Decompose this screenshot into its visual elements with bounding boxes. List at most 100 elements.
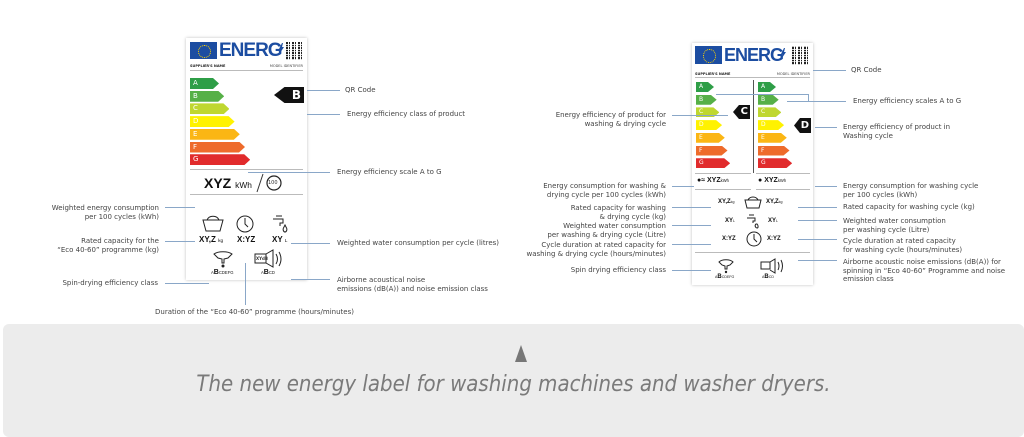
divider (695, 189, 751, 190)
leader-line (291, 279, 330, 280)
annotation-duration-wash: Cycle duration at rated capacity for wash… (843, 237, 963, 254)
duration-wash-dry: X:YZ (722, 236, 736, 242)
annotation-noise: Airborne acoustic noise emissions (dB(A)… (843, 258, 1006, 283)
duration-value: X:YZ (237, 235, 256, 244)
energy-class-arrow: B (274, 87, 304, 103)
leader-line (307, 90, 340, 91)
lightning-icon (279, 43, 284, 53)
leader-line (798, 220, 837, 221)
energy-bar-f: F (696, 146, 728, 156)
eu-flag-icon (695, 46, 722, 64)
divider (695, 252, 810, 253)
energy-bar-c: C (758, 107, 781, 117)
energy-bar-e: E (190, 129, 240, 140)
leader-line (716, 94, 808, 95)
laundry-basket-icon (744, 196, 762, 209)
leader-line (248, 172, 330, 173)
leader-line (672, 186, 694, 187)
leader-line (815, 186, 837, 187)
annotation-water-wash: Weighted water consumption per washing cy… (843, 217, 946, 234)
leader-line (291, 243, 330, 244)
noise-speaker-icon (254, 249, 282, 268)
supplier-name: SUPPLIER'S NAME (190, 64, 226, 68)
leader-line (165, 283, 209, 284)
model-identifier: MODEL IDENTIFIER (269, 64, 303, 68)
caption-box: The new energy label for washing machine… (3, 324, 1024, 437)
clock-icon (746, 231, 762, 247)
annotation-qr-code: QR Code (345, 86, 376, 94)
capacity-value: XY,Z kg (199, 235, 224, 244)
annotation-class-wash-dry: Energy efficiency of product for washing … (555, 111, 666, 128)
energy-bar-b: B (190, 91, 224, 102)
leader-line (815, 127, 837, 128)
energy-bar-g: G (190, 154, 250, 165)
energy-consumption-value: XYZ kWh (204, 175, 252, 191)
divider (756, 189, 810, 190)
leader-line (672, 270, 711, 271)
annotation-qr-code: QR Code (851, 66, 882, 74)
annotation-energy-consumption: Weighted energy consumption per 100 cycle… (51, 204, 159, 221)
annotation-noise: Airborne acoustical noise emissions (dB(A… (337, 276, 488, 293)
capacity-wash: XY,Zkg (766, 199, 783, 205)
spin-class: ABCDEFG (211, 269, 234, 276)
washer-dryer-energy-label: ENERG SUPPLIER'S NAME MODEL IDENTIFIER A… (692, 43, 813, 285)
noise-class: ABCD (261, 269, 275, 276)
qr-code (792, 46, 810, 65)
annotation-capacity-wash: Rated capacity for washing cycle (kg) (843, 203, 975, 211)
energy-value-wash-dry: ●≈ XYZkWh (697, 177, 730, 184)
clock-icon (236, 215, 254, 233)
energy-class-arrow-wash: D (794, 118, 811, 133)
scale-divider (753, 80, 754, 173)
water-tap-icon (273, 215, 288, 233)
annotation-energy-wash: Energy consumption for washing cycle per … (843, 182, 979, 199)
energy-bar-d: D (696, 120, 722, 130)
duration-wash: X:YZ (767, 236, 781, 242)
water-tap-icon (747, 214, 759, 229)
annotation-duration-wash-dry: Cycle duration at rated capacity for wash… (526, 241, 667, 258)
annotation-duration: Duration of the “Eco 40-60” programme (h… (155, 308, 354, 316)
eu-flag-icon (190, 42, 217, 59)
divider (190, 194, 303, 195)
energy-logo: ENERG (219, 40, 283, 61)
divider (190, 169, 303, 170)
energy-bar-b: B (696, 95, 717, 105)
divider (695, 77, 810, 78)
energy-bar-d: D (758, 120, 784, 130)
slash-divider (256, 173, 264, 193)
leader-line (808, 94, 809, 101)
cycles-count: 100 (268, 180, 278, 186)
energy-class-arrow-wash-dry: C (733, 105, 750, 119)
annotation-spin-drying: Spin-drying efficiency class (62, 279, 158, 287)
leader-line (787, 101, 846, 102)
annotation-water-wash-dry: Weighted water consumption per washing & … (547, 222, 666, 239)
annotation-spin-drying: Spin drying efficiency class (570, 266, 666, 274)
leader-line (165, 207, 195, 208)
energy-bar-e: E (758, 133, 787, 143)
leader-line (798, 239, 837, 240)
energy-bar-a: A (190, 78, 219, 89)
leader-line (672, 244, 711, 245)
energy-bar-a: A (758, 82, 776, 92)
energy-bar-d: D (190, 116, 235, 127)
annotation-capacity-wash-dry: Rated capacity for washing & drying cycle… (570, 204, 666, 221)
energy-bar-a: A (696, 82, 714, 92)
divider (190, 70, 303, 71)
leader-line (672, 225, 711, 226)
spin-drying-icon (718, 259, 734, 274)
energy-bar-c: C (696, 107, 719, 117)
laundry-basket-icon (202, 215, 224, 232)
divider (756, 173, 810, 174)
spin-drying-icon (213, 251, 233, 268)
supplier-name: SUPPLIER'S NAME (695, 72, 731, 76)
energy-bar-f: F (190, 142, 245, 153)
caption: The new energy label for washing machine… (196, 372, 831, 397)
triangle-up-icon (515, 345, 527, 362)
leader-line (798, 260, 837, 261)
noise-speaker-icon (760, 258, 783, 274)
leader-line (798, 207, 837, 208)
energy-bar-b: B (758, 95, 779, 105)
leader-line (165, 241, 195, 242)
annotation-energy-scales: Energy efficiency scales A to G (853, 97, 962, 105)
energy-bar-g: G (696, 158, 730, 168)
noise-class: ABCD (762, 274, 774, 280)
